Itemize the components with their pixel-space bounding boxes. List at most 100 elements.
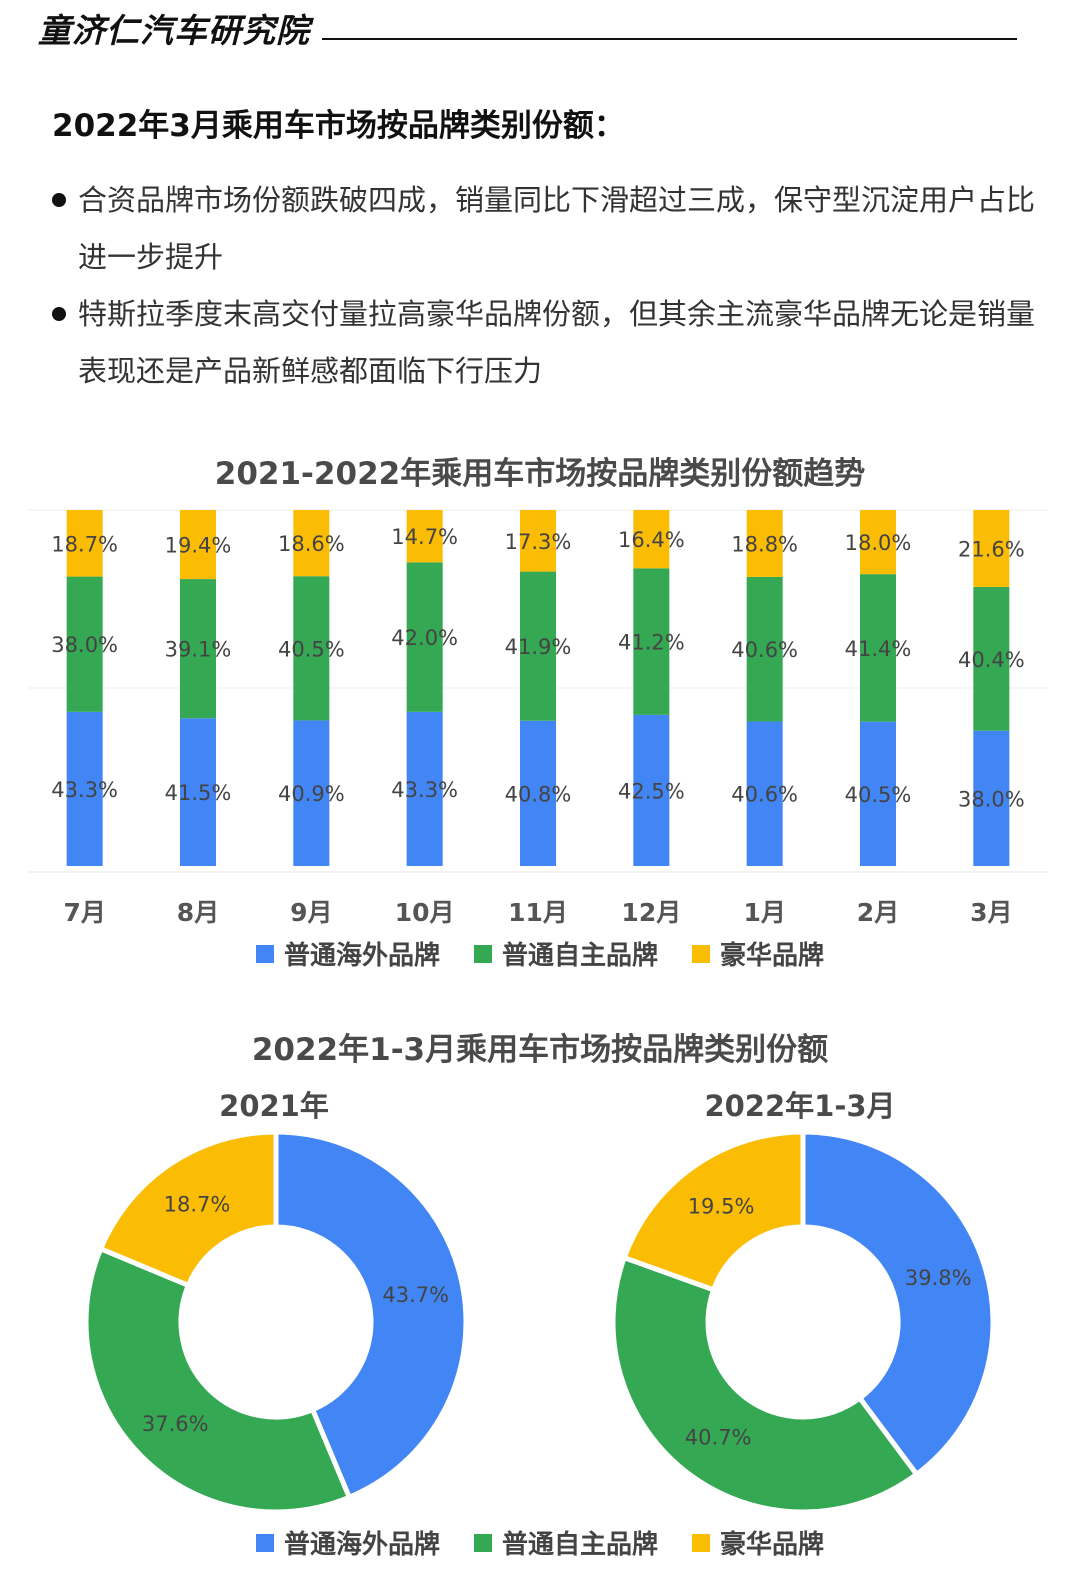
legend-item-domestic: 普通自主品牌 xyxy=(473,935,658,972)
bullet-text: 合资品牌市场份额跌破四成，销量同比下滑超过三成，保守型沉淀用户占比进一步提升 xyxy=(78,183,1036,274)
bar-data-label: 40.6% xyxy=(731,783,798,807)
bar-data-label: 21.6% xyxy=(958,537,1025,561)
bar-segment xyxy=(860,574,896,722)
x-tick-label: 10月 xyxy=(395,898,455,927)
bar-segment xyxy=(973,510,1010,587)
legend-label: 普通海外品牌 xyxy=(283,941,440,971)
bullet-dot-icon xyxy=(52,193,66,207)
bar-chart-title: 2021-2022年乘用车市场按品牌类别份额趋势 xyxy=(214,456,866,492)
bar-data-label: 39.1% xyxy=(165,638,232,662)
bar-data-label: 19.4% xyxy=(165,534,232,558)
bullet-item: 合资品牌市场份额跌破四成，销量同比下滑超过三成，保守型沉淀用户占比进一步提升 xyxy=(52,172,1037,286)
bar-segment xyxy=(406,510,443,563)
bar-segment xyxy=(293,576,330,721)
donut-data-label: 39.8% xyxy=(905,1266,972,1290)
bar-data-label: 16.4% xyxy=(618,528,685,552)
pie-title-2021: 2021年 xyxy=(219,1089,329,1123)
bar-data-label: 40.4% xyxy=(958,648,1025,672)
bar-segment xyxy=(293,720,330,866)
legend-label: 普通自主品牌 xyxy=(501,941,658,971)
bar-segment xyxy=(180,510,216,580)
bar-data-label: 40.5% xyxy=(845,783,912,807)
x-tick-label: 7月 xyxy=(63,898,105,927)
x-tick-label: 11月 xyxy=(508,898,568,927)
bar-data-label: 14.7% xyxy=(391,525,458,549)
x-tick-label: 1月 xyxy=(743,898,785,927)
bar-data-label: 18.0% xyxy=(845,531,912,555)
bar-segment xyxy=(520,571,556,721)
x-tick-label: 8月 xyxy=(177,898,219,927)
bar-data-label: 43.3% xyxy=(51,778,118,802)
bar-segment xyxy=(180,718,216,866)
bar-segment xyxy=(66,510,103,577)
donut-data-label: 40.7% xyxy=(685,1425,752,1449)
x-tick-label: 12月 xyxy=(621,898,681,927)
bar-data-label: 43.3% xyxy=(391,778,458,802)
legend-item-overseas: 普通海外品牌 xyxy=(255,935,440,972)
legend-item-luxury: 豪华品牌 xyxy=(692,935,824,972)
brand-logo-text: 童济仁汽车研究院 xyxy=(38,11,310,50)
bar-data-label: 38.0% xyxy=(51,633,118,657)
page-headline: 2022年3月乘用车市场按品牌类别份额： xyxy=(52,108,625,144)
bar-segment xyxy=(66,711,103,866)
bullet-text: 特斯拉季度末高交付量拉高豪华品牌份额，但其余主流豪华品牌无论是销量表现还是产品新… xyxy=(78,297,1036,388)
bar-segment xyxy=(520,720,556,866)
bar-data-label: 41.9% xyxy=(505,635,572,659)
pie-title-2022: 2022年1-3月 xyxy=(704,1089,896,1123)
bar-segment xyxy=(973,586,1010,731)
bar-data-label: 17.3% xyxy=(505,530,572,554)
legend-label: 普通海外品牌 xyxy=(283,1530,440,1560)
donut-slice xyxy=(83,1245,353,1515)
legend-item-overseas: 普通海外品牌 xyxy=(255,1524,440,1561)
bar-data-label: 40.5% xyxy=(278,637,345,661)
donut-slice xyxy=(97,1129,279,1289)
bar-segment xyxy=(633,510,670,569)
donut-data-label: 18.7% xyxy=(164,1192,231,1216)
bar-segment xyxy=(633,714,670,866)
bar-data-label: 41.5% xyxy=(165,781,232,805)
bullet-list: 合资品牌市场份额跌破四成，销量同比下滑超过三成，保守型沉淀用户占比进一步提升 特… xyxy=(52,172,1037,400)
stacked-bar-chart: 43.3% 38.0% 18.7% 7月 41.5% 39.1% 19.4% 8月 40.9% 4… xyxy=(28,509,1048,927)
bar-segment xyxy=(66,576,103,712)
bar-segment xyxy=(746,510,783,577)
bar-data-label: 40.9% xyxy=(278,782,345,806)
bar-data-label: 18.8% xyxy=(731,532,798,556)
legend-swatch xyxy=(255,1533,274,1552)
bar-segment xyxy=(293,510,330,577)
bar-chart-legend: 普通海外品牌 普通自主品牌 豪华品牌 xyxy=(0,935,1080,972)
legend-label: 豪华品牌 xyxy=(720,941,825,971)
bar-data-label: 42.0% xyxy=(391,626,458,650)
bullet-item: 特斯拉季度末高交付量拉高豪华品牌份额，但其余主流豪华品牌无论是销量表现还是产品新… xyxy=(52,286,1037,400)
legend-label: 普通自主品牌 xyxy=(501,1530,658,1560)
bar-data-label: 40.8% xyxy=(505,782,572,806)
bar-segment xyxy=(973,730,1010,866)
x-tick-label: 2月 xyxy=(857,898,899,927)
bar-segment xyxy=(860,721,896,866)
donut-chart-2022: 39.8% 40.7% 19.5% xyxy=(610,1129,996,1515)
bar-segment xyxy=(860,510,896,575)
bar-segment xyxy=(406,711,443,866)
donut-slice xyxy=(621,1129,806,1294)
legend-item-domestic: 普通自主品牌 xyxy=(473,1524,658,1561)
x-tick-label: 9月 xyxy=(290,898,332,927)
donut-data-label: 37.6% xyxy=(142,1412,209,1436)
header-divider xyxy=(322,38,1017,40)
legend-item-luxury: 豪华品牌 xyxy=(692,1524,824,1561)
bar-segment xyxy=(406,562,443,712)
pie-section-title: 2022年1-3月乘用车市场按品牌类别份额 xyxy=(251,1032,829,1068)
donut-slice xyxy=(273,1129,469,1501)
bar-data-label: 41.2% xyxy=(618,631,685,655)
bar-data-label: 40.6% xyxy=(731,638,798,662)
bar-data-label: 18.7% xyxy=(51,532,118,556)
bar-data-label: 41.4% xyxy=(845,637,912,661)
bar-segment xyxy=(520,510,556,572)
legend-swatch xyxy=(473,1533,492,1552)
donut-data-label: 19.5% xyxy=(688,1194,755,1218)
legend-swatch xyxy=(692,944,710,963)
donut-data-label: 43.7% xyxy=(382,1283,449,1307)
bar-segment xyxy=(180,579,216,719)
bar-segment xyxy=(633,568,670,715)
legend-swatch xyxy=(692,1533,710,1552)
donut-chart-2021: 43.7% 37.6% 18.7% xyxy=(83,1129,469,1515)
legend-label: 豪华品牌 xyxy=(720,1530,825,1560)
